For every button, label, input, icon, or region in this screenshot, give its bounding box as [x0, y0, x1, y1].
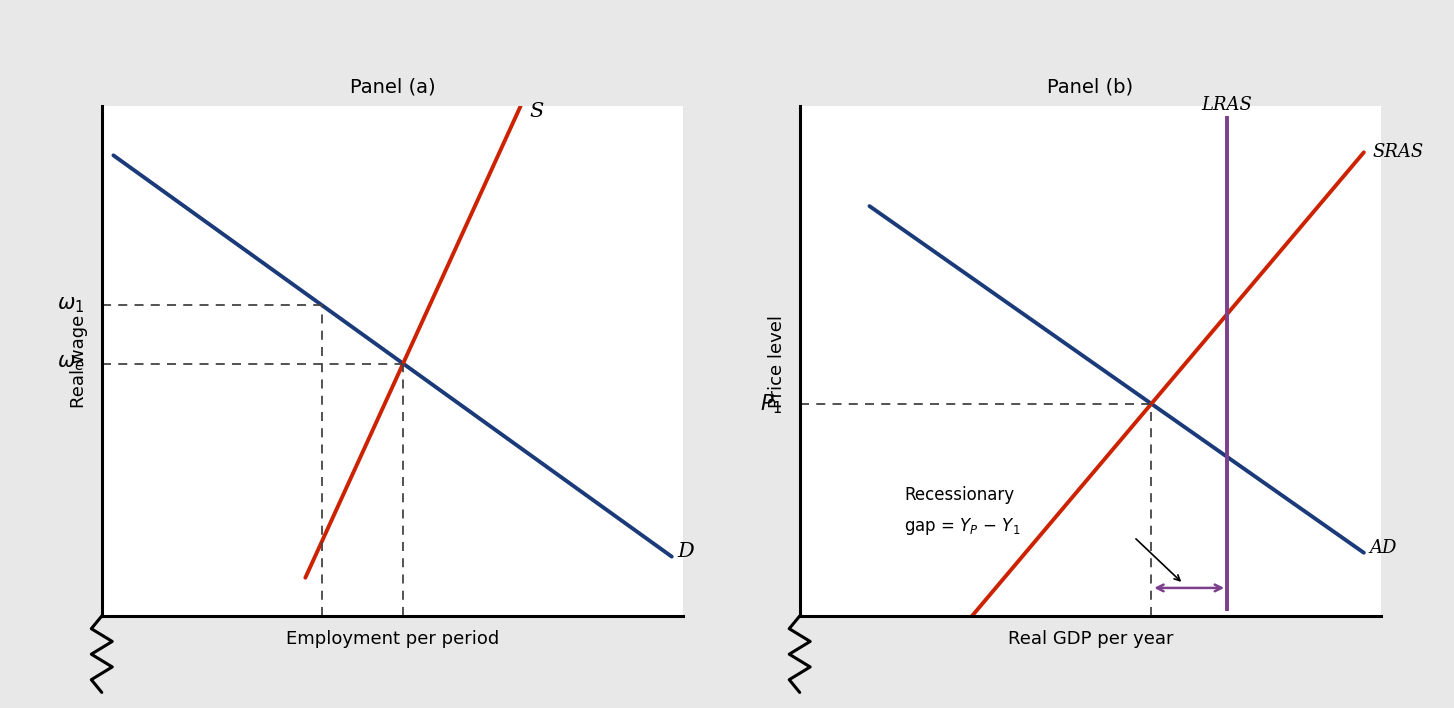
- Y-axis label: Real wage: Real wage: [70, 314, 87, 408]
- Text: LRAS: LRAS: [1201, 96, 1252, 114]
- Text: $\omega_1$: $\omega_1$: [57, 295, 84, 315]
- Text: $P_1$: $P_1$: [760, 392, 782, 416]
- Text: AD: AD: [1370, 539, 1397, 556]
- Text: gap = $Y_P$ $-$ $Y_1$: gap = $Y_P$ $-$ $Y_1$: [904, 516, 1021, 537]
- Text: Recessionary: Recessionary: [904, 486, 1015, 504]
- Text: S: S: [529, 102, 544, 121]
- Text: D: D: [678, 542, 695, 561]
- Title: Panel (b): Panel (b): [1047, 77, 1134, 96]
- X-axis label: Real GDP per year: Real GDP per year: [1008, 630, 1173, 648]
- Title: Panel (a): Panel (a): [350, 77, 435, 96]
- X-axis label: Employment per period: Employment per period: [286, 630, 499, 648]
- Text: SRAS: SRAS: [1373, 143, 1423, 161]
- Y-axis label: Price level: Price level: [768, 314, 785, 408]
- Text: $\omega_e$: $\omega_e$: [57, 354, 84, 373]
